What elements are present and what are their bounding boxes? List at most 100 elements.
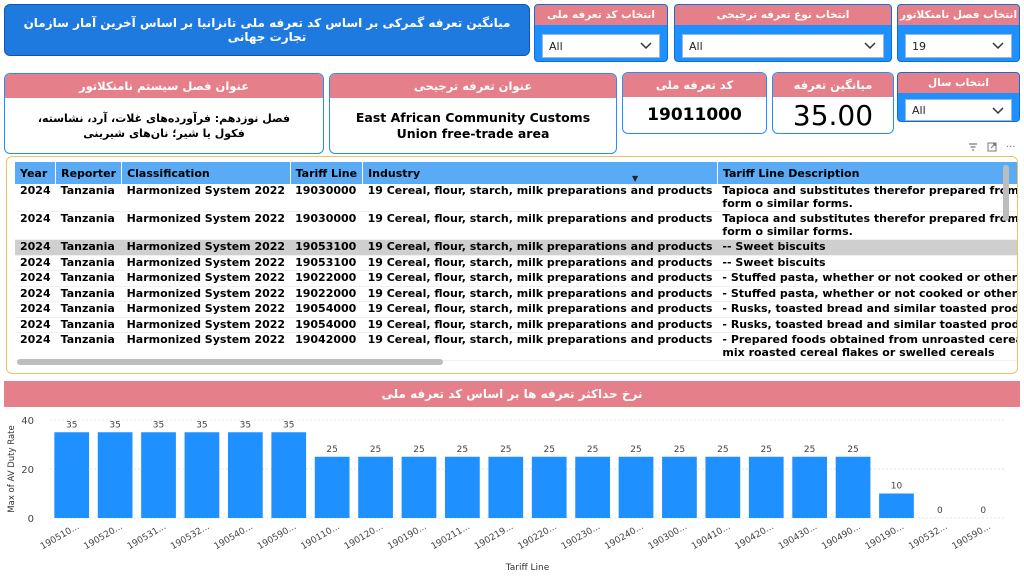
table-cell: -- Sweet biscuits <box>717 255 1017 271</box>
year-dropdown[interactable]: All <box>905 99 1012 121</box>
table-row[interactable]: 2024 Tanzania Harmonized System 2022 190300… <box>15 211 1017 240</box>
column-header[interactable]: Tariff Line Description <box>717 162 1017 184</box>
data-label: 25 <box>587 445 598 455</box>
x-tick-label: 190110... <box>299 522 341 552</box>
bar <box>705 456 741 518</box>
data-label: 25 <box>500 445 511 455</box>
table-cell: Harmonized System 2022 <box>121 239 291 256</box>
bar <box>575 456 610 518</box>
table-row[interactable]: 2024 Tanzania Harmonized System 2022 190220… <box>15 270 1017 287</box>
x-tick-label: 190120... <box>343 522 385 552</box>
filter-icon[interactable] <box>968 142 978 152</box>
table-cell: - Stuffed pasta, whether or not cooked o… <box>717 270 1017 287</box>
sort-descending-icon[interactable]: ▼ <box>632 174 639 183</box>
table-cell: -- Sweet biscuits <box>717 239 1017 256</box>
bar <box>531 456 567 518</box>
data-label: 35 <box>66 420 77 430</box>
report-title: میانگین تعرفه گمرکی بر اساس کد تعرفه ملی… <box>4 4 530 56</box>
x-tick-label: 190220... <box>517 522 559 552</box>
chevron-down-icon <box>992 42 1004 50</box>
table-row[interactable]: 2024 Tanzania Harmonized System 2022 190531… <box>15 255 1017 271</box>
table-row[interactable]: 2024 Tanzania Harmonized System 2022 190420… <box>15 332 1017 361</box>
table-cell: 19042000 <box>290 332 363 361</box>
table-cell: 2024 <box>15 317 56 333</box>
preference-type-slicer[interactable]: انتخاب نوع تعرفه ترجیحی All <box>674 4 892 62</box>
y-tick-label: 40 <box>21 416 34 427</box>
horizontal-scrollbar[interactable] <box>17 359 443 365</box>
data-label: 25 <box>717 445 728 455</box>
average-tariff-card: میانگین تعرفه 35.00 <box>772 72 894 134</box>
max-duty-rate-bar-chart: 0 20 40 Max of AV Duty Rate 35 190510... 35 190… <box>7 416 1005 573</box>
x-tick-label: 190532... <box>907 522 949 552</box>
table-cell: 19030000 <box>290 211 363 240</box>
data-label: 25 <box>630 445 641 455</box>
dropdown-value: All <box>549 39 563 53</box>
table-cell: - Rusks, toasted bread and similar toast… <box>717 301 1017 318</box>
x-tick-label: 190230... <box>560 522 602 552</box>
table-cell: 2024 <box>15 211 56 240</box>
data-label: 0 <box>937 506 943 516</box>
table-row[interactable]: 2024 Tanzania Harmonized System 2022 190300… <box>15 184 1017 212</box>
column-header[interactable]: Year <box>15 162 57 184</box>
focus-mode-icon[interactable] <box>987 142 997 152</box>
table-cell: Tanzania <box>55 184 122 212</box>
table-cell: Harmonized System 2022 <box>121 255 291 271</box>
national-code-dropdown[interactable]: All <box>542 34 660 58</box>
chart-title: نرخ حداکثر تعرفه ها بر اساس کد تعرفه ملی <box>4 381 1020 407</box>
year-slicer[interactable]: انتخاب سال All <box>897 72 1020 122</box>
data-label: 25 <box>457 445 468 455</box>
chapter-dropdown[interactable]: 19 <box>905 34 1012 58</box>
bar <box>792 456 828 518</box>
table-cell: 2024 <box>15 255 56 271</box>
bar <box>141 432 176 518</box>
column-header[interactable]: Industry <box>362 162 718 184</box>
average-tariff-value: 35.00 <box>792 98 874 132</box>
preference-type-dropdown[interactable]: All <box>682 34 884 58</box>
table-row[interactable]: 2024 Tanzania Harmonized System 2022 190540… <box>15 317 1017 333</box>
x-tick-label: 190190... <box>864 522 906 552</box>
column-header[interactable]: Tariff Line <box>290 162 364 184</box>
table-cell: Harmonized System 2022 <box>121 211 291 240</box>
slicer-label: انتخاب سال <box>898 73 1019 93</box>
table-cell: 19 Cereal, flour, starch, milk preparati… <box>362 270 718 287</box>
data-label: 25 <box>326 445 337 455</box>
y-tick-label: 20 <box>21 465 34 476</box>
y-tick-label: 0 <box>28 514 34 525</box>
table-row[interactable]: 2024 Tanzania Harmonized System 2022 190531… <box>15 239 1017 256</box>
table-row[interactable]: 2024 Tanzania Harmonized System 2022 190220… <box>15 286 1017 302</box>
table-cell: Harmonized System 2022 <box>121 332 291 361</box>
table-cell: 19 Cereal, flour, starch, milk preparati… <box>362 211 718 240</box>
chevron-down-icon <box>864 42 876 50</box>
bar <box>358 456 393 518</box>
bar <box>271 432 307 518</box>
table-cell: 19054000 <box>290 317 363 333</box>
table-row[interactable]: 2024 Tanzania Harmonized System 2022 190540… <box>15 301 1017 318</box>
chapter-title-value: فصل نوزدهم: فرآورده‌های غلات، آرد، نشاست… <box>37 111 291 140</box>
x-tick-label: 190190... <box>386 522 428 552</box>
vertical-scrollbar[interactable] <box>1003 165 1009 221</box>
x-tick-label: 190410... <box>690 522 732 552</box>
table-cell: 2024 <box>15 270 56 287</box>
column-header[interactable]: Reporter <box>55 162 123 184</box>
tariff-code-card: کد تعرفه ملی 19011000 <box>622 72 767 134</box>
column-header[interactable]: Classification <box>121 162 291 184</box>
table-cell: Tanzania <box>55 286 122 302</box>
x-axis-label: Tariff Line <box>505 563 550 573</box>
bar <box>314 456 350 518</box>
bar <box>748 456 784 518</box>
bar <box>488 456 524 518</box>
table-cell: Harmonized System 2022 <box>121 286 291 302</box>
preferential-tariff-card: عنوان تعرفه ترجیحی East African Communit… <box>329 73 617 154</box>
more-options-icon[interactable]: ··· <box>1006 142 1016 153</box>
x-tick-label: 190540... <box>213 522 255 552</box>
x-tick-label: 190211... <box>430 522 472 552</box>
data-label: 35 <box>240 420 251 430</box>
table-cell: Harmonized System 2022 <box>121 184 291 212</box>
national-code-slicer[interactable]: انتخاب کد تعرفه ملی All <box>534 4 668 62</box>
data-label: 25 <box>543 445 554 455</box>
card-header: عنوان تعرفه ترجیحی <box>330 74 616 98</box>
dropdown-value: All <box>689 39 703 53</box>
x-tick-label: 190430... <box>777 522 819 552</box>
chapter-slicer[interactable]: انتخاب فصل نامنکلاتور 19 <box>897 4 1020 62</box>
table-cell: Tapioca and substitutes therefor prepare… <box>717 184 1017 212</box>
